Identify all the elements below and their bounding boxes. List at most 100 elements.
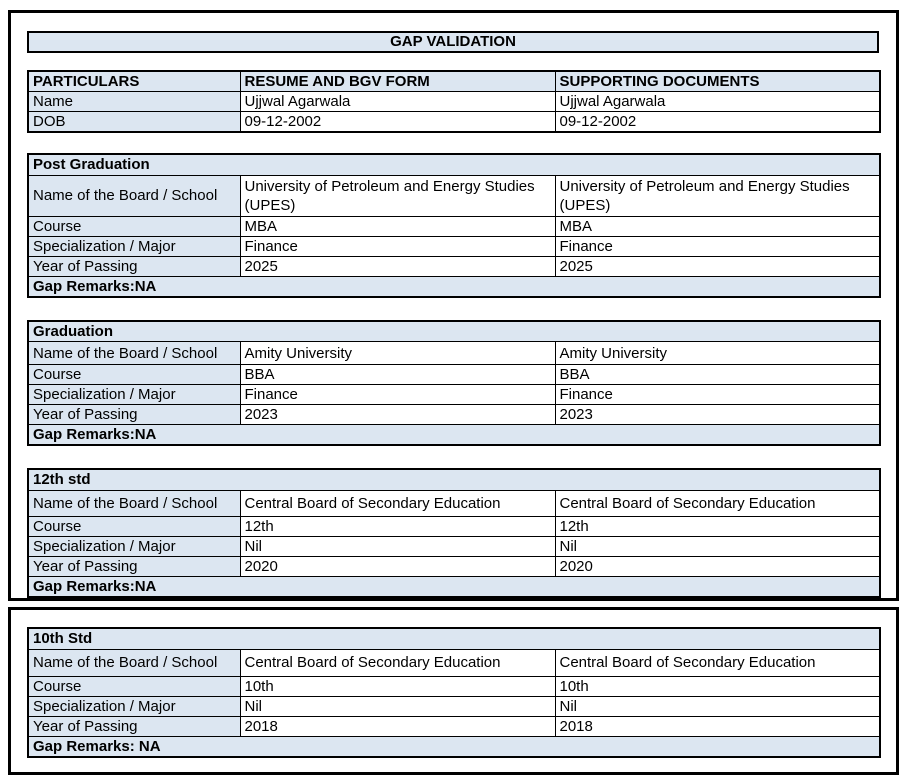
- row-label: Name of the Board / School: [27, 174, 241, 217]
- table-row: Year of Passing 2023 2023: [27, 404, 881, 425]
- row-label: Name: [27, 91, 241, 112]
- row-label: Specialization / Major: [27, 235, 241, 257]
- supporting-value: MBA: [554, 215, 881, 237]
- row-label: Year of Passing: [27, 255, 241, 277]
- table-row: Name Ujjwal Agarwala Ujjwal Agarwala: [27, 91, 881, 112]
- gap-remarks: Gap Remarks:NA: [27, 575, 881, 597]
- supporting-value: Finance: [554, 384, 881, 405]
- section-table-12th-std: 12th std Name of the Board / School Cent…: [27, 468, 882, 598]
- document-frame-bottom: 10th Std Name of the Board / School Cent…: [8, 607, 899, 775]
- row-label: Name of the Board / School: [27, 648, 241, 677]
- table-row: Course 10th 10th: [27, 675, 881, 697]
- row-label: Name of the Board / School: [27, 341, 241, 365]
- table-header-row: PARTICULARS RESUME AND BGV FORM SUPPORTI…: [27, 70, 881, 92]
- row-label: Course: [27, 515, 241, 537]
- supporting-value: 2023: [554, 404, 881, 425]
- section-title: Graduation: [27, 320, 881, 342]
- gap-remarks-row: Gap Remarks: NA: [27, 735, 881, 757]
- resume-value: Central Board of Secondary Education: [239, 648, 556, 677]
- resume-value: Ujjwal Agarwala: [239, 91, 556, 112]
- table-row: Course MBA MBA: [27, 215, 881, 237]
- resume-value: 2023: [239, 404, 556, 425]
- resume-value: Nil: [239, 695, 556, 717]
- table-row: Course BBA BBA: [27, 364, 881, 385]
- resume-value: 2020: [239, 555, 556, 577]
- supporting-value: Amity University: [554, 341, 881, 365]
- resume-value: Amity University: [239, 341, 556, 365]
- table-row: Year of Passing 2020 2020: [27, 555, 881, 577]
- supporting-value: Nil: [554, 695, 881, 717]
- table-row: Name of the Board / School Central Board…: [27, 648, 881, 677]
- section-title: Post Graduation: [27, 153, 881, 176]
- table-row: Specialization / Major Nil Nil: [27, 535, 881, 557]
- resume-value: 09-12-2002: [239, 111, 556, 133]
- supporting-value: 2025: [554, 255, 881, 277]
- supporting-value: 09-12-2002: [554, 111, 881, 133]
- gap-remarks: Gap Remarks:NA: [27, 424, 881, 446]
- row-label: DOB: [27, 111, 241, 133]
- table-row: Year of Passing 2018 2018: [27, 715, 881, 737]
- col-header-resume-bgv-form: RESUME AND BGV FORM: [239, 70, 556, 92]
- particulars-table: PARTICULARS RESUME AND BGV FORM SUPPORTI…: [27, 70, 881, 133]
- supporting-value: Finance: [554, 235, 881, 257]
- gap-remarks-row: Gap Remarks:NA: [27, 424, 881, 446]
- document-frame-top: GAP VALIDATION PARTICULARS RESUME AND BG…: [8, 10, 899, 601]
- table-row: Specialization / Major Finance Finance: [27, 235, 881, 257]
- section-table-post-graduation: Post Graduation Name of the Board / Scho…: [27, 153, 881, 298]
- resume-value: 2018: [239, 715, 556, 737]
- resume-value: 2025: [239, 255, 556, 277]
- row-label: Year of Passing: [27, 715, 241, 737]
- section-title: 10th Std: [27, 627, 881, 650]
- supporting-value: Nil: [554, 535, 881, 557]
- supporting-value: 10th: [554, 675, 881, 697]
- resume-value: 12th: [239, 515, 556, 537]
- table-row: Course 12th 12th: [27, 515, 881, 537]
- table-row: Name of the Board / School University of…: [27, 174, 881, 217]
- row-label: Course: [27, 364, 241, 385]
- supporting-value: 2018: [554, 715, 881, 737]
- section-table-graduation: Graduation Name of the Board / School Am…: [27, 319, 882, 446]
- section-title-row: Graduation: [27, 320, 881, 342]
- row-label: Specialization / Major: [27, 535, 241, 557]
- resume-value: Finance: [239, 384, 556, 405]
- resume-value: Central Board of Secondary Education: [239, 489, 556, 517]
- supporting-value: University of Petroleum and Energy Studi…: [554, 174, 881, 217]
- section-title-row: Post Graduation: [27, 153, 881, 176]
- gap-remarks: Gap Remarks:NA: [27, 275, 881, 297]
- gap-remarks-row: Gap Remarks:NA: [27, 275, 881, 297]
- supporting-value: Central Board of Secondary Education: [554, 489, 881, 517]
- row-label: Year of Passing: [27, 404, 241, 425]
- gap-remarks: Gap Remarks: NA: [27, 735, 881, 757]
- resume-value: 10th: [239, 675, 556, 697]
- resume-value: Nil: [239, 535, 556, 557]
- table-row: Specialization / Major Nil Nil: [27, 695, 881, 717]
- supporting-value: Central Board of Secondary Education: [554, 648, 881, 677]
- supporting-value: 2020: [554, 555, 881, 577]
- col-header-particulars: PARTICULARS: [27, 70, 241, 92]
- resume-value: University of Petroleum and Energy Studi…: [239, 174, 556, 217]
- section-table-10th-std: 10th Std Name of the Board / School Cent…: [27, 627, 882, 758]
- table-row: Name of the Board / School Central Board…: [27, 489, 881, 517]
- supporting-value: 12th: [554, 515, 881, 537]
- row-label: Name of the Board / School: [27, 489, 241, 517]
- supporting-value: Ujjwal Agarwala: [554, 91, 881, 112]
- resume-value: MBA: [239, 215, 556, 237]
- table-row: Year of Passing 2025 2025: [27, 255, 881, 277]
- resume-value: BBA: [239, 364, 556, 385]
- section-title: 12th std: [27, 468, 881, 491]
- resume-value: Finance: [239, 235, 556, 257]
- row-label: Specialization / Major: [27, 384, 241, 405]
- section-title-row: 12th std: [27, 468, 881, 491]
- row-label: Course: [27, 675, 241, 697]
- supporting-value: BBA: [554, 364, 881, 385]
- section-title-row: 10th Std: [27, 627, 881, 650]
- page-title: GAP VALIDATION: [27, 31, 879, 53]
- gap-remarks-row: Gap Remarks:NA: [27, 575, 881, 597]
- row-label: Specialization / Major: [27, 695, 241, 717]
- row-label: Course: [27, 215, 241, 237]
- col-header-supporting-documents: SUPPORTING DOCUMENTS: [554, 70, 881, 92]
- table-row: Specialization / Major Finance Finance: [27, 384, 881, 405]
- table-row: DOB 09-12-2002 09-12-2002: [27, 111, 881, 133]
- table-row: Name of the Board / School Amity Univers…: [27, 341, 881, 365]
